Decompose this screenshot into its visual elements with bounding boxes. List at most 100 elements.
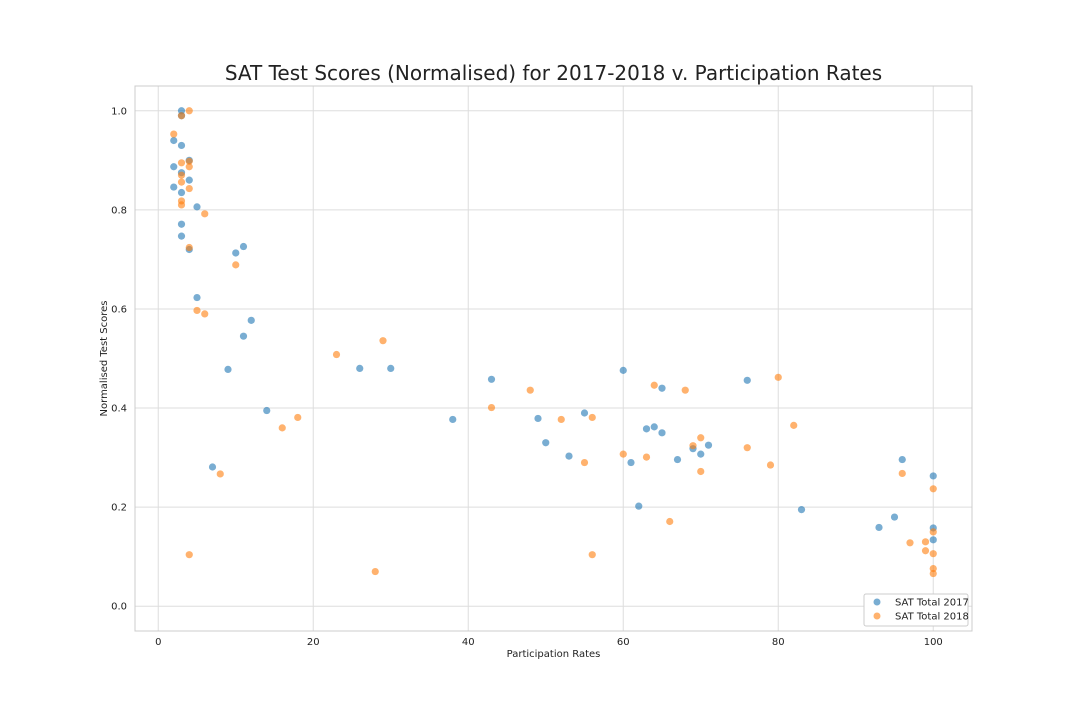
tick-labels: 0 20 40 60 80 100 0.0 0.2 0.4 0.6 0.8 1.0 — [111, 106, 943, 648]
data-point — [278, 424, 286, 432]
data-point — [201, 310, 209, 318]
data-point — [790, 421, 798, 429]
data-point — [929, 569, 937, 578]
data-point — [487, 403, 496, 412]
data-point — [232, 261, 240, 269]
data-point — [177, 178, 186, 186]
data-point — [650, 381, 658, 389]
data-point — [170, 136, 178, 145]
y-tick-label: 0.2 — [111, 503, 127, 514]
data-point — [542, 439, 550, 447]
data-point — [177, 107, 186, 115]
data-point — [185, 243, 193, 252]
data-point — [619, 366, 627, 374]
data-point — [557, 415, 565, 424]
data-point — [929, 550, 937, 558]
series-2018 — [170, 107, 937, 578]
data-point — [704, 441, 713, 449]
data-point — [208, 463, 217, 471]
data-point — [177, 112, 186, 120]
data-point — [526, 386, 534, 394]
data-point — [232, 249, 240, 257]
data-point — [697, 450, 705, 458]
data-point — [929, 528, 937, 536]
data-point — [185, 157, 193, 165]
data-point — [177, 171, 186, 179]
data-point — [185, 163, 193, 171]
data-point — [921, 538, 930, 546]
data-point — [588, 413, 596, 422]
data-point — [929, 472, 937, 480]
y-tick-label: 0.6 — [111, 304, 127, 315]
data-point — [673, 455, 682, 464]
data-point — [185, 107, 193, 115]
data-point — [193, 306, 201, 315]
data-point — [185, 184, 193, 193]
data-point — [743, 444, 751, 452]
data-point — [875, 523, 883, 532]
data-point — [929, 536, 937, 544]
data-point — [371, 567, 379, 576]
data-point — [534, 414, 542, 423]
data-point — [565, 452, 573, 460]
x-axis-label: Participation Rates — [507, 649, 601, 660]
x-tick-label: 100 — [924, 637, 943, 648]
data-point — [619, 450, 627, 458]
plot-frame — [134, 85, 973, 632]
data-points — [170, 107, 937, 578]
data-point — [797, 506, 806, 514]
y-tick-label: 0.8 — [111, 205, 127, 216]
data-point — [929, 485, 937, 493]
data-point — [170, 130, 178, 138]
data-point — [185, 176, 193, 184]
y-tick-label: 0.0 — [111, 602, 127, 613]
data-point — [177, 220, 186, 228]
data-point — [487, 375, 496, 383]
series-2017 — [170, 107, 937, 544]
data-point — [681, 386, 689, 394]
x-tick-label: 20 — [307, 637, 320, 648]
data-point — [387, 364, 395, 373]
data-point — [294, 413, 302, 422]
y-axis-label: Normalised Test Scores — [99, 301, 110, 417]
x-tick-label: 60 — [617, 637, 630, 648]
data-point — [898, 469, 906, 478]
y-tick-label: 1.0 — [111, 106, 127, 117]
data-point — [766, 461, 775, 469]
data-point — [580, 458, 589, 467]
data-point — [177, 232, 186, 240]
legend-marker-2017 — [873, 598, 881, 606]
data-point — [666, 517, 674, 526]
data-point — [177, 188, 186, 197]
data-point — [201, 210, 209, 218]
legend-label-2018: SAT Total 2018 — [895, 612, 969, 623]
legend-label-2017: SAT Total 2017 — [895, 598, 969, 609]
data-point — [627, 458, 635, 467]
data-point — [642, 425, 651, 433]
legend: SAT Total 2017 SAT Total 2018 — [863, 593, 969, 627]
x-tick-label: 0 — [155, 637, 161, 648]
data-point — [658, 429, 666, 437]
data-point — [588, 551, 596, 559]
data-point — [170, 183, 178, 191]
data-point — [635, 502, 643, 510]
data-point — [185, 551, 193, 559]
y-tick-label: 0.4 — [111, 404, 127, 415]
data-point — [697, 467, 705, 476]
data-point — [177, 141, 186, 150]
data-point — [170, 163, 178, 171]
data-point — [890, 513, 899, 521]
data-point — [580, 409, 589, 417]
data-point — [774, 373, 782, 381]
data-point — [193, 203, 201, 211]
x-tick-label: 40 — [462, 637, 475, 648]
data-point — [449, 415, 457, 424]
data-point — [356, 364, 364, 373]
data-point — [224, 365, 232, 373]
grid-layer — [135, 86, 972, 631]
x-tick-label: 80 — [772, 637, 785, 648]
data-point — [332, 350, 341, 359]
data-point — [177, 159, 186, 167]
